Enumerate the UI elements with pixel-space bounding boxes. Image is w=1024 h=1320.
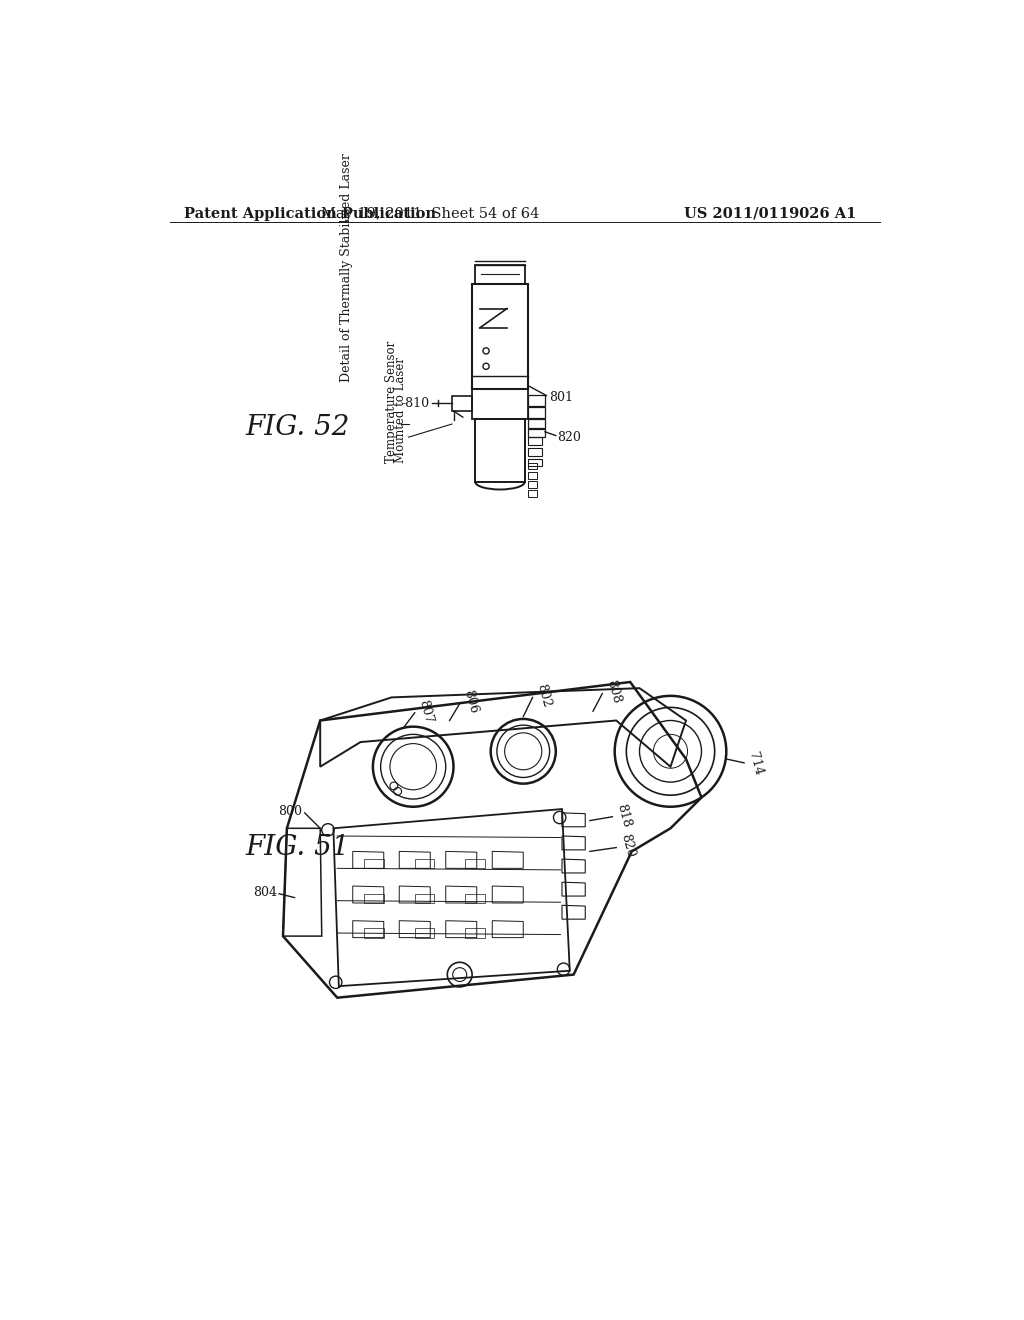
Text: 804: 804 bbox=[254, 886, 278, 899]
Text: Mounted to Laser: Mounted to Laser bbox=[394, 356, 408, 462]
Text: Patent Application Publication: Patent Application Publication bbox=[183, 207, 436, 220]
Text: 801: 801 bbox=[549, 391, 572, 404]
Text: May 19, 2011  Sheet 54 of 64: May 19, 2011 Sheet 54 of 64 bbox=[322, 207, 540, 220]
Text: 807: 807 bbox=[417, 698, 435, 725]
Text: 820: 820 bbox=[557, 430, 582, 444]
Text: 714: 714 bbox=[745, 750, 764, 777]
Text: Temperature Sensor: Temperature Sensor bbox=[385, 341, 398, 462]
Text: 802: 802 bbox=[535, 682, 553, 709]
Text: Detail of Thermally Stabilized Laser: Detail of Thermally Stabilized Laser bbox=[340, 153, 353, 381]
Text: US 2011/0119026 A1: US 2011/0119026 A1 bbox=[684, 207, 856, 220]
Text: -810: -810 bbox=[401, 397, 429, 409]
Text: 818: 818 bbox=[614, 803, 633, 829]
Text: 820: 820 bbox=[617, 833, 637, 859]
Text: 808: 808 bbox=[604, 678, 623, 705]
Text: FIG. 52: FIG. 52 bbox=[246, 414, 350, 441]
Text: FIG. 51: FIG. 51 bbox=[246, 834, 350, 861]
Text: 806: 806 bbox=[461, 689, 480, 715]
Text: 800: 800 bbox=[279, 805, 302, 818]
